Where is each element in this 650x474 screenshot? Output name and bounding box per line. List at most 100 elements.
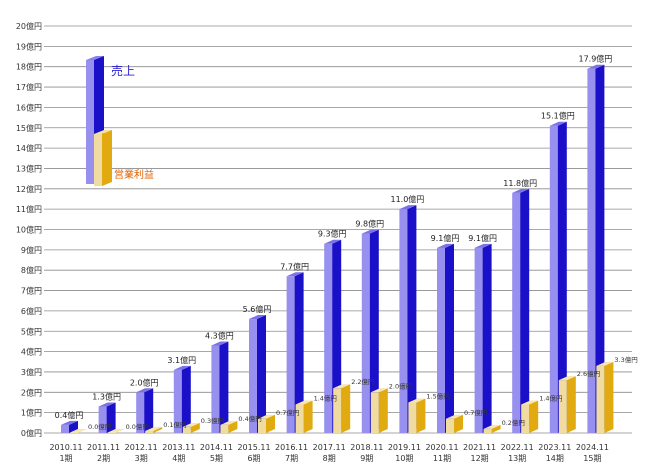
profit-value-label: 0.0億円 [126,422,149,431]
data-labels: 0.4億円 0.0億円 1.3億円 0.0億円 2.0億円 0.1億円 3.1億円 0.3億円… [55,54,638,431]
y-tick-label: 13億円 [16,163,42,173]
sales-bar-top [361,229,379,234]
legend-profit-label: 営業利益 [114,168,154,181]
profit-bar-side [190,422,200,433]
profit-value-label: 1.5億円 [426,391,449,400]
sales-bar-top [98,402,116,407]
profit-bar-front [408,402,417,433]
x-tick-date: 2017.11 [313,443,346,452]
y-tick-label: 0億円 [21,428,42,438]
sales-bar-side [557,121,567,433]
profit-bar-front [182,426,191,433]
profit-bar-side [341,384,351,433]
grid-lines [44,25,632,434]
profit-bar-top [107,429,125,433]
x-tick-period: 8期 [323,454,336,463]
sales-bar-side [219,341,229,433]
sales-bar-side [445,243,454,433]
sales-bar-front [98,406,107,433]
sales-bar-side [332,239,342,433]
y-tick-label: 12億円 [16,184,42,194]
sales-value-label: 17.9億円 [578,54,612,64]
x-tick-date: 2018.11 [350,443,383,452]
sales-bar-top [61,420,78,425]
profit-value-label: 1.4億円 [314,394,337,403]
profit-bar-top [558,376,576,381]
profit-bar-front [145,430,154,433]
profit-value-label: 0.2億円 [502,418,525,427]
y-tick-label: 5億円 [21,326,42,336]
x-tick-date: 2024.11 [576,443,609,452]
y-tick-label: 8億円 [21,265,42,275]
x-tick-period: 5期 [210,454,223,463]
sales-value-label: 2.0億円 [130,377,159,387]
sales-bar-top [173,365,191,370]
profit-value-label: 0.4億円 [238,414,261,423]
sales-bar-front [286,276,295,433]
legend-profit-bar-top [94,130,112,134]
x-tick-date: 2022.11 [501,443,534,452]
sales-bar-front [136,392,145,433]
sales-bar-side [520,188,530,433]
sales-bar-front [437,247,445,433]
profit-bar-front [220,424,229,433]
sales-bar-side [482,243,492,433]
sales-value-label: 1.3億円 [92,392,121,402]
profit-bar-top [521,400,539,405]
legend-profit-bar-side [102,130,112,186]
profit-bar-top [370,388,388,393]
profit-bar-side [378,388,388,433]
sales-value-label: 4.3億円 [205,330,234,340]
profit-value-label: 1.4億円 [539,394,562,403]
y-tick-label: 2億円 [21,387,42,397]
x-tick-date: 2020.11 [425,443,458,452]
sales-value-label: 9.8億円 [355,219,384,229]
profit-bar-side [491,424,501,433]
profit-bar-front [258,418,266,433]
x-tick-period: 14期 [546,454,564,463]
sales-bar-top [474,243,492,248]
sales-bar-front [399,209,408,433]
profit-bar-top [483,424,501,429]
sales-value-label: 11.0億円 [390,194,424,204]
sales-value-label: 7.7億円 [280,261,309,271]
x-tick-period: 12期 [471,454,489,463]
x-tick-date: 2010.11 [49,443,82,452]
profit-bar-side [454,414,463,433]
y-tick-label: 7億円 [21,286,42,296]
x-tick-period: 10期 [395,454,413,463]
profit-value-label: 2.0億円 [389,381,412,390]
y-tick-label: 4億円 [21,347,42,357]
sales-value-label: 0.4億円 [55,410,84,420]
sales-bar-top [512,188,530,193]
profit-bar-front [483,428,492,433]
profit-bar-top [220,420,238,425]
profit-bar-side [266,414,275,433]
sales-bar-top [399,205,417,210]
y-tick-label: 9億円 [21,245,42,255]
profit-bar-top [446,414,463,419]
x-tick-period: 1期 [59,454,72,463]
profit-bar-front [596,365,605,433]
x-tick-period: 7期 [285,454,298,463]
x-tick-period: 2期 [97,454,110,463]
sales-bar-front [474,247,483,433]
sales-bar-top [549,121,567,126]
profit-value-label: 0.0億円 [88,422,111,431]
profit-value-label: 0.3億円 [201,416,224,425]
sales-bar-top [437,243,454,248]
x-axis: 2010.11 1期 2011.11 2期 2012.11 3期 2013.11 4期 2014… [49,443,608,463]
y-axis: 0億円 1億円 2億円 3億円 4億円 5億円 6億円 7億円 8億円 9億円 10億円 11億円 12… [16,21,42,438]
sales-value-label: 15.1億円 [541,111,575,121]
profit-bar-side [416,398,426,433]
sales-bar-front [587,68,596,434]
sales-value-label: 9.1億円 [431,233,460,243]
bars [61,64,614,434]
profit-bar-top [182,422,200,427]
y-tick-label: 20億円 [16,21,42,31]
sales-bar-side [595,64,605,434]
sales-bar-front [549,125,558,433]
sales-bar-front [361,233,370,433]
profit-bar-top [596,361,614,366]
